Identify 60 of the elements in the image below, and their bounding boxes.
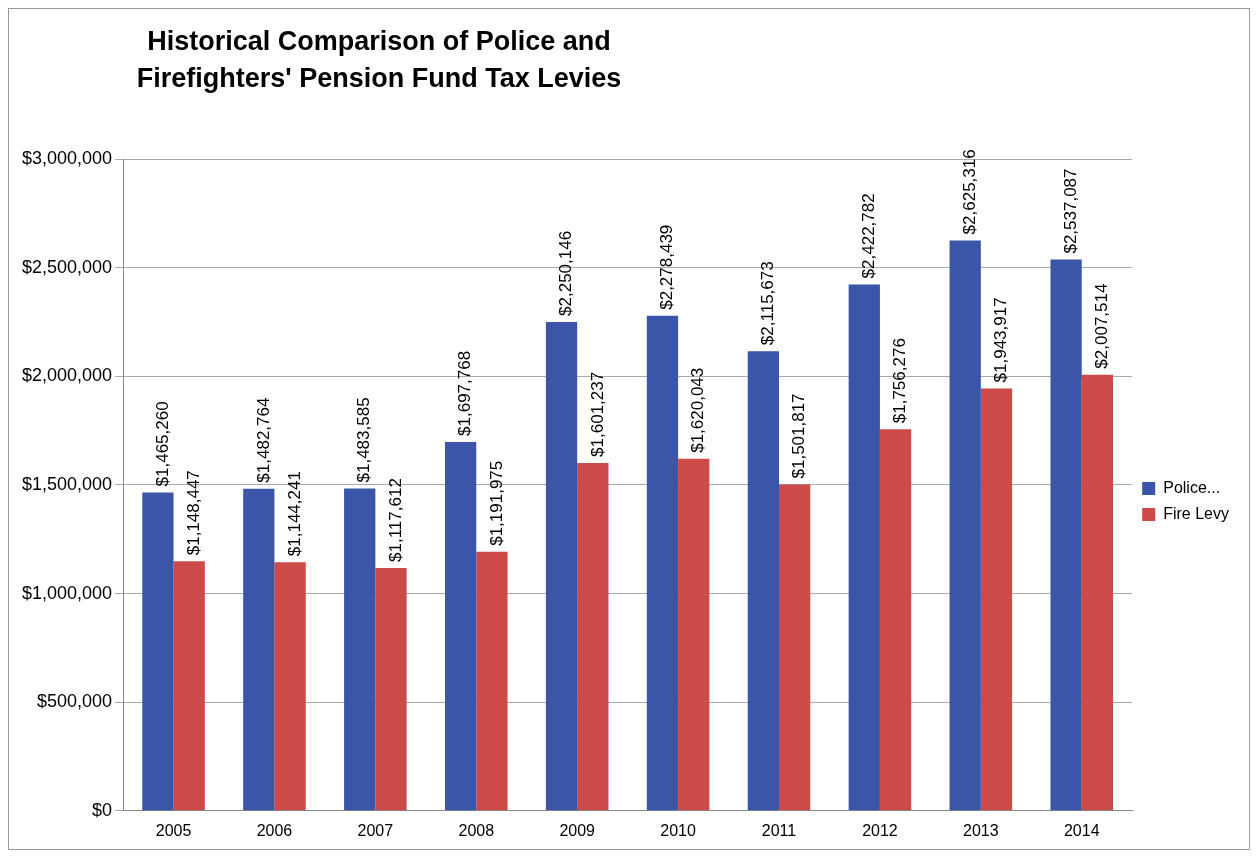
data-label: $1,601,237 [587,371,607,457]
data-label: $2,115,673 [758,261,778,346]
bar [173,561,205,811]
bar [980,388,1013,811]
chart-title: Historical Comparison of Police and Firefighters' Pension Fund Tax Levies [135,25,623,95]
data-label: $1,191,975 [486,460,506,546]
bar [949,240,981,811]
legend-label: Police... [1163,478,1221,496]
y-tick-label: $500,000 [37,691,113,712]
bar [445,441,477,811]
data-label: $2,625,316 [959,149,979,235]
bar [476,551,508,811]
data-label: $1,117,612 [385,478,405,562]
x-tick-label: 2005 [155,821,192,839]
bar [848,284,880,811]
bar [243,488,275,811]
x-tick-label: 2014 [1063,821,1100,839]
data-label: $2,007,514 [1092,283,1112,369]
bar [1081,374,1114,811]
bar [344,488,376,811]
x-tick-label: 2006 [256,821,293,839]
y-tick-label: $3,000,000 [21,147,113,168]
legend-label: Fire Levy [1163,504,1229,522]
data-label: $1,148,447 [183,470,203,556]
data-label: $1,144,241 [284,471,304,557]
bar [879,429,912,811]
bar [274,562,306,811]
data-label: $1,482,764 [253,397,273,483]
x-tick-label: 2007 [357,821,394,839]
data-label: $1,465,260 [152,401,172,487]
x-tick-label: 2011 [761,821,797,839]
data-label: $1,756,276 [890,338,910,424]
y-tick-label: $0 [92,799,113,820]
bar [375,567,407,811]
data-label: $2,250,146 [556,230,576,316]
data-label: $2,278,439 [657,224,677,310]
bar [142,492,174,811]
bar [779,484,811,811]
x-tick-label: 2013 [963,821,999,839]
data-label: $2,537,087 [1060,168,1080,254]
y-tick-label: $2,500,000 [21,256,113,277]
data-label: $1,943,917 [991,297,1011,383]
y-tick-label: $2,000,000 [21,365,113,386]
x-tick-label: 2010 [660,821,696,839]
data-label: $1,620,043 [688,367,708,453]
bar [545,321,578,811]
bar [747,351,780,811]
data-label: $1,483,585 [354,397,374,483]
x-tick-label: 2008 [458,821,495,839]
data-label: $1,501,817 [789,393,809,479]
x-tick-label: 2012 [862,821,898,839]
bar [646,315,679,811]
data-label: $1,697,768 [455,350,475,436]
bar [577,462,609,811]
data-label: $2,422,782 [858,193,878,279]
y-tick-label: $1,000,000 [21,582,113,603]
bar [1050,259,1082,811]
x-tick-label: 2009 [559,821,596,839]
bar [678,458,710,811]
y-tick-label: $1,500,000 [21,473,113,494]
